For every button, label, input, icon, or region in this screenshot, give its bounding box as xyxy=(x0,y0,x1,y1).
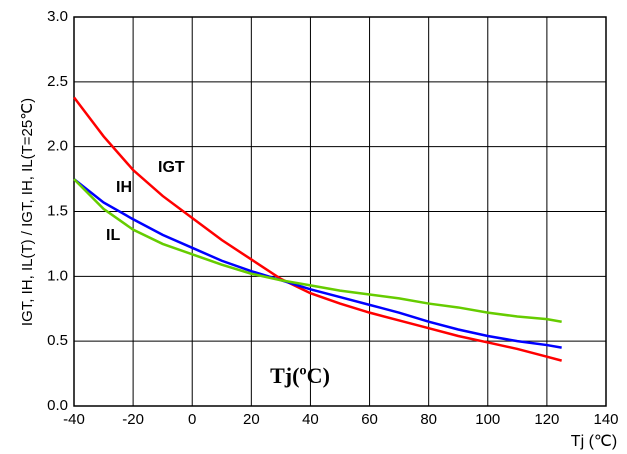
line-series xyxy=(73,178,562,349)
series-label: IH xyxy=(116,179,132,196)
x-axis-label: Tj (℃) xyxy=(571,433,617,450)
x-tick-label: 0 xyxy=(188,411,196,428)
y-tick-label: 0.0 xyxy=(47,397,68,414)
x-tick-label: 60 xyxy=(361,411,378,428)
x-tick-label: 100 xyxy=(475,411,500,428)
annotation: Tj(ºC) xyxy=(270,363,330,388)
y-axis-label: IGT, IH, IL(T) / IGT, IH, IL(T=25℃) xyxy=(19,98,36,326)
x-tick-label: 80 xyxy=(420,411,437,428)
x-tick-label: 40 xyxy=(302,411,319,428)
series-label: IL xyxy=(106,227,120,244)
y-tick-label: 1.0 xyxy=(47,267,68,284)
x-tick-label: -40 xyxy=(63,411,85,428)
x-tick-label: 140 xyxy=(593,411,618,428)
series-label: IGT xyxy=(158,159,185,176)
y-tick-label: 2.0 xyxy=(47,138,68,155)
x-tick-label: -20 xyxy=(122,411,144,428)
y-tick-label: 0.5 xyxy=(47,332,68,349)
x-tick-label: 120 xyxy=(534,411,559,428)
y-tick-label: 2.5 xyxy=(47,73,68,90)
y-tick-label: 1.5 xyxy=(47,202,68,219)
y-tick-label: 3.0 xyxy=(47,8,68,25)
line-series xyxy=(73,178,562,323)
line-series xyxy=(73,96,562,362)
x-tick-label: 20 xyxy=(243,411,260,428)
